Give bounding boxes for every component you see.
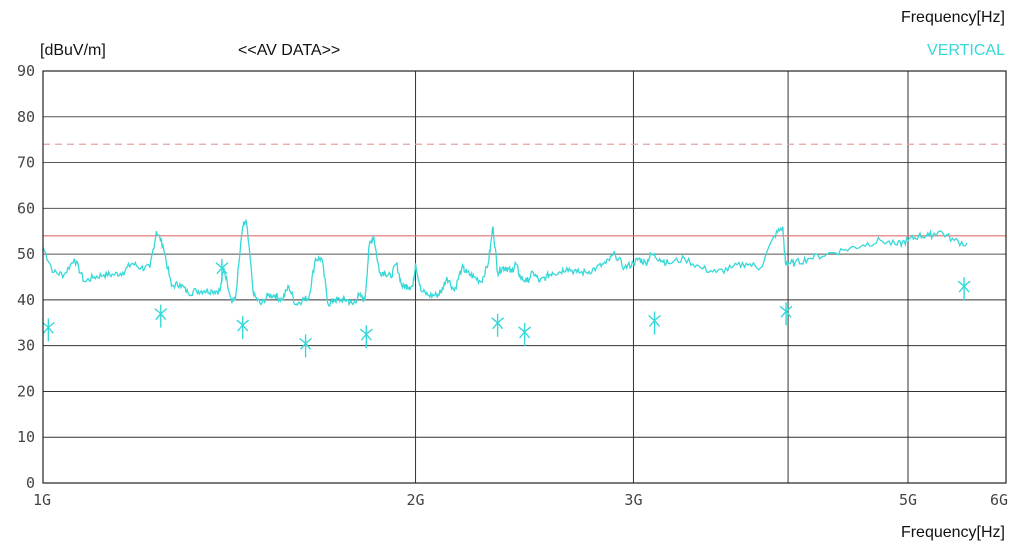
horizontal-gridlines: [43, 116, 1006, 438]
y-tick-label-90: 90: [17, 62, 35, 80]
chart-title: <<AV DATA>>: [238, 42, 341, 59]
peak-marker-10: [779, 302, 793, 326]
peak-marker-8: [518, 322, 532, 346]
y-tick-label-70: 70: [17, 154, 35, 172]
y-tick-label-30: 30: [17, 337, 35, 355]
y-tick-label-0: 0: [26, 474, 35, 492]
peak-marker-3: [215, 258, 229, 282]
emission-chart: 0 10 20 30 40 50 60 70 80 90 1G 2G 3G 5G 6G: [17, 62, 1008, 509]
legend-vertical: VERTICAL: [927, 42, 1005, 59]
peak-marker-11: [957, 277, 971, 301]
x-tick-label-5G: 5G: [899, 491, 917, 509]
x-axis-title-top: Frequency[Hz]: [900, 9, 1005, 26]
limit-lines: [43, 143, 1006, 237]
plot-frame: [42, 70, 1007, 484]
peak-marker-5: [299, 334, 313, 358]
series-line-vertical: [42, 218, 968, 307]
x-tick-label-2G: 2G: [407, 491, 425, 509]
y-axis-title: [dBuV/m]: [40, 42, 106, 59]
y-tick-label-10: 10: [17, 428, 35, 446]
peak-marker-2: [154, 304, 168, 328]
peak-marker-9: [648, 311, 661, 335]
y-tick-label-60: 60: [17, 199, 35, 217]
peak-marker-1: [41, 318, 55, 342]
vertical-gridlines: [415, 71, 909, 483]
x-axis-title: Frequency[Hz]: [900, 524, 1005, 541]
x-tick-label-6G: 6G: [990, 491, 1008, 509]
series-layer: [42, 218, 968, 307]
y-tick-label-50: 50: [17, 245, 35, 263]
x-tick-labels: 1G 2G 3G 5G 6G: [33, 491, 1008, 509]
peak-marker-4: [236, 316, 250, 340]
peak-markers: [41, 258, 971, 358]
y-tick-label-20: 20: [17, 382, 35, 400]
x-tick-label-1G: 1G: [33, 491, 51, 509]
peak-marker-6: [359, 325, 373, 349]
x-tick-label-3G: 3G: [624, 491, 642, 509]
y-tick-labels: 0 10 20 30 40 50 60 70 80 90: [17, 62, 35, 492]
y-tick-label-80: 80: [17, 108, 35, 126]
peak-marker-7: [491, 313, 505, 337]
y-tick-label-40: 40: [17, 291, 35, 309]
